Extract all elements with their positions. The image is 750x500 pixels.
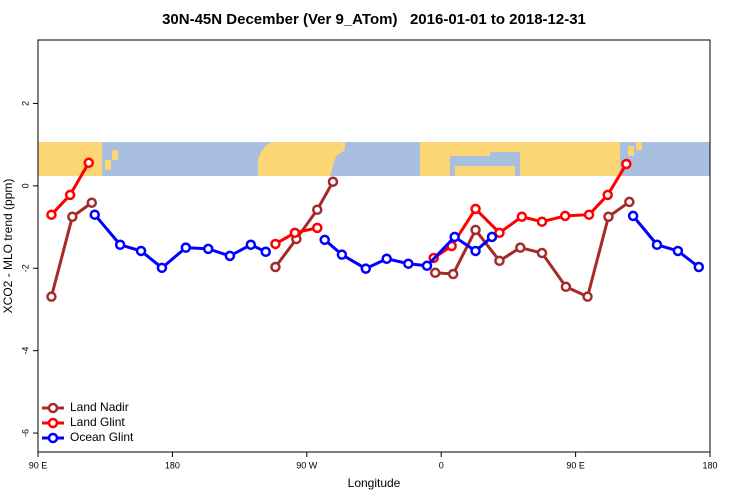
data-point	[83, 157, 95, 169]
data-point	[559, 210, 571, 222]
map-land	[420, 142, 450, 176]
data-point	[421, 260, 433, 272]
map-land	[628, 146, 634, 156]
map-land	[112, 150, 118, 160]
data-point	[582, 291, 593, 302]
data-point	[270, 238, 281, 250]
data-point	[536, 216, 548, 227]
y-tick-label: -6	[20, 429, 30, 437]
map-land	[636, 142, 642, 150]
data-point	[470, 203, 481, 215]
data-point	[86, 197, 98, 208]
legend-label: Land Glint	[70, 415, 125, 429]
map-land	[490, 142, 520, 152]
legend-marker	[47, 402, 59, 414]
y-tick-label: -2	[20, 264, 30, 272]
map-land	[105, 160, 111, 170]
x-tick-label: 90 E	[566, 460, 585, 470]
data-point	[180, 242, 192, 253]
data-point	[64, 189, 76, 201]
chart-title: 30N-45N December (Ver 9_ATom) 2016-01-01…	[162, 11, 586, 28]
data-point	[447, 268, 459, 280]
data-point	[470, 245, 481, 257]
data-point	[360, 263, 372, 274]
x-axis-label: Longitude	[348, 476, 401, 490]
map-land	[455, 166, 515, 176]
data-point	[135, 245, 147, 257]
series-line	[50, 162, 628, 260]
map-land	[450, 142, 490, 156]
y-axis-label: XCO2 - MLO trend (ppm)	[1, 179, 15, 314]
data-point	[627, 210, 639, 222]
data-point	[560, 281, 572, 293]
map-land	[520, 142, 620, 176]
data-point	[260, 246, 271, 258]
data-point	[583, 209, 595, 220]
legend-label: Ocean Glint	[70, 430, 134, 444]
y-tick-label: 0	[20, 183, 30, 188]
legend-marker	[47, 432, 59, 444]
data-point	[449, 231, 460, 243]
map-land	[258, 142, 345, 176]
data-point	[156, 262, 168, 274]
data-point	[403, 258, 414, 269]
data-point	[621, 158, 632, 170]
x-tick-label: 0	[439, 460, 444, 470]
y-tick-label: 2	[20, 101, 30, 106]
data-point	[516, 211, 528, 222]
data-point	[515, 242, 526, 253]
data-point	[336, 249, 348, 260]
data-point	[312, 222, 323, 234]
data-point	[672, 245, 684, 257]
data-point	[319, 234, 330, 246]
data-point	[470, 224, 481, 236]
data-point	[536, 247, 548, 259]
legend-marker	[47, 417, 59, 429]
data-point	[114, 239, 126, 251]
x-tick-label: 90 E	[29, 460, 48, 470]
data-point	[46, 209, 57, 220]
data-point	[693, 261, 705, 273]
plot-frame	[37, 39, 711, 453]
data-point	[429, 267, 441, 279]
data-point	[270, 261, 281, 273]
data-point	[494, 255, 505, 267]
data-point	[67, 211, 78, 222]
x-tick-label: 90 W	[296, 460, 318, 470]
data-point	[602, 189, 613, 201]
data-point	[624, 196, 635, 208]
data-point	[202, 243, 214, 255]
data-point	[289, 227, 301, 239]
data-point	[89, 209, 100, 220]
legend-label: Land Nadir	[70, 400, 129, 414]
x-tick-label: 180	[702, 460, 717, 470]
data-point	[245, 239, 257, 251]
data-point	[224, 250, 236, 262]
data-point	[381, 253, 392, 265]
data-point	[603, 211, 614, 222]
map-strip	[38, 142, 710, 176]
data-point	[494, 227, 505, 239]
data-point	[46, 291, 57, 302]
data-point	[486, 231, 498, 243]
data-point	[327, 176, 339, 187]
data-point	[651, 239, 663, 251]
series-line	[49, 180, 631, 299]
y-tick-label: -4	[20, 347, 30, 355]
x-tick-label: 180	[165, 460, 180, 470]
data-point	[312, 204, 323, 215]
